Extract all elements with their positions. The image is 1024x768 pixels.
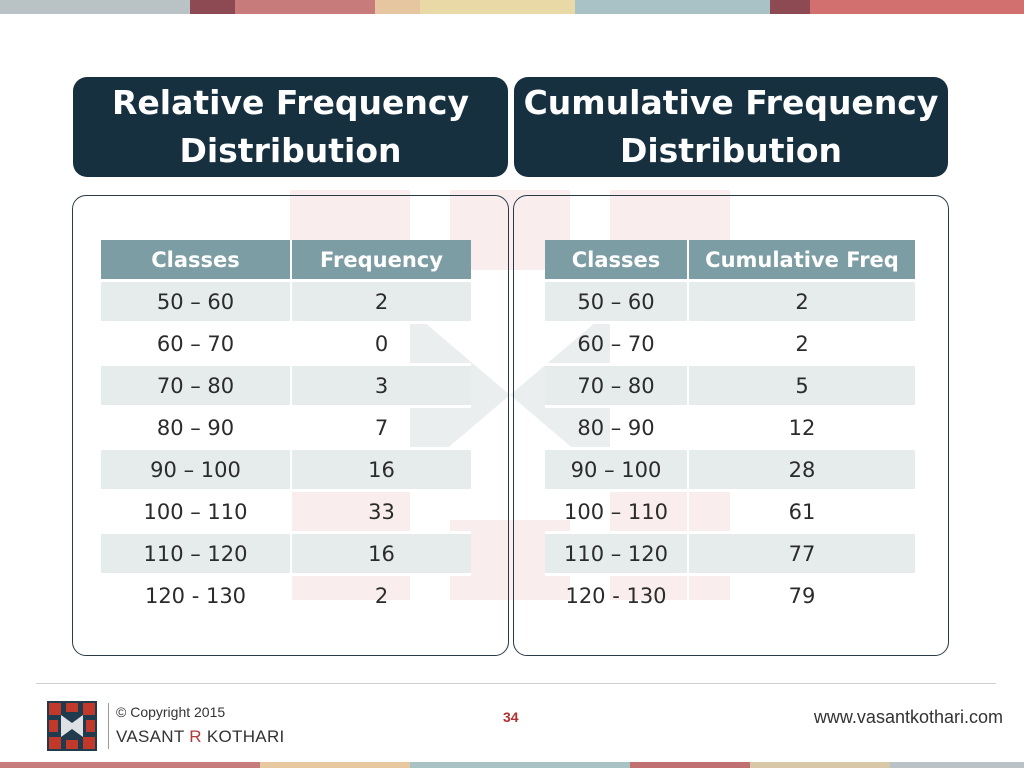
class-cell: 90 – 100 xyxy=(101,450,290,492)
column-header-cumulative-freq: Cumulative Freq xyxy=(687,240,915,282)
table-row: 80 – 90 7 xyxy=(101,408,471,450)
table-row: 70 – 80 5 xyxy=(545,366,915,408)
cumulative-cell: 77 xyxy=(687,534,915,576)
class-cell: 120 - 130 xyxy=(101,576,290,618)
website-link[interactable]: www.vasantkothari.com xyxy=(813,707,1003,727)
footer-separator xyxy=(108,703,109,749)
frequency-cell: 3 xyxy=(290,366,471,408)
frequency-cell: 16 xyxy=(290,450,471,492)
class-cell: 110 – 120 xyxy=(101,534,290,576)
class-cell: 60 – 70 xyxy=(545,324,687,366)
class-cell: 90 – 100 xyxy=(545,450,687,492)
class-cell: 70 – 80 xyxy=(101,366,290,408)
table-header-row: Classes Frequency xyxy=(101,240,471,282)
column-header-classes: Classes xyxy=(545,240,687,282)
author-initial: R xyxy=(189,727,202,746)
frequency-cell: 33 xyxy=(290,492,471,534)
table-row: 100 – 110 61 xyxy=(545,492,915,534)
author-last: KOTHARI xyxy=(201,727,285,746)
relative-title-line2: Distribution xyxy=(179,131,402,170)
column-header-frequency: Frequency xyxy=(290,240,471,282)
class-cell: 60 – 70 xyxy=(101,324,290,366)
page-number: 34 xyxy=(503,709,519,725)
relative-frequency-title: Relative Frequency Distribution xyxy=(73,77,508,177)
cumulative-frequency-table: Classes Cumulative Freq 50 – 60 2 60 – 70… xyxy=(545,240,915,618)
class-cell: 80 – 90 xyxy=(101,408,290,450)
column-header-classes: Classes xyxy=(101,240,290,282)
frequency-cell: 0 xyxy=(290,324,471,366)
frequency-cell: 7 xyxy=(290,408,471,450)
table-row: 50 – 60 2 xyxy=(545,282,915,324)
table-row: 120 - 130 79 xyxy=(545,576,915,618)
cumulative-frequency-title: Cumulative Frequency Distribution xyxy=(514,77,948,177)
copyright-text: © Copyright 2015 xyxy=(116,704,226,720)
class-cell: 120 - 130 xyxy=(545,576,687,618)
frequency-cell: 2 xyxy=(290,576,471,618)
vk-logo-icon xyxy=(47,701,97,751)
frequency-cell: 2 xyxy=(290,282,471,324)
author-first: VASANT xyxy=(116,727,190,746)
table-row: 80 – 90 12 xyxy=(545,408,915,450)
table-row: 60 – 70 2 xyxy=(545,324,915,366)
top-stripe xyxy=(0,0,1024,14)
cumulative-cell: 61 xyxy=(687,492,915,534)
class-cell: 50 – 60 xyxy=(545,282,687,324)
footer-divider xyxy=(36,683,996,684)
cumulative-cell: 12 xyxy=(687,408,915,450)
watermark-logo-icon xyxy=(290,190,730,600)
table-row: 70 – 80 3 xyxy=(101,366,471,408)
frequency-cell: 16 xyxy=(290,534,471,576)
table-row: 90 – 100 16 xyxy=(101,450,471,492)
cumulative-title-line1: Cumulative Frequency xyxy=(523,83,939,122)
cumulative-frequency-panel xyxy=(513,195,949,656)
class-cell: 100 – 110 xyxy=(545,492,687,534)
table-row: 120 - 130 2 xyxy=(101,576,471,618)
table-row: 100 – 110 33 xyxy=(101,492,471,534)
table-header-row: Classes Cumulative Freq xyxy=(545,240,915,282)
table-row: 110 – 120 77 xyxy=(545,534,915,576)
cumulative-cell: 28 xyxy=(687,450,915,492)
cumulative-cell: 79 xyxy=(687,576,915,618)
cumulative-cell: 2 xyxy=(687,282,915,324)
relative-title-line1: Relative Frequency xyxy=(112,83,469,122)
table-row: 50 – 60 2 xyxy=(101,282,471,324)
class-cell: 50 – 60 xyxy=(101,282,290,324)
cumulative-cell: 2 xyxy=(687,324,915,366)
table-row: 60 – 70 0 xyxy=(101,324,471,366)
cumulative-title-line2: Distribution xyxy=(619,131,843,170)
relative-frequency-panel xyxy=(72,195,509,656)
table-row: 90 – 100 28 xyxy=(545,450,915,492)
cumulative-cell: 5 xyxy=(687,366,915,408)
class-cell: 100 – 110 xyxy=(101,492,290,534)
class-cell: 70 – 80 xyxy=(545,366,687,408)
class-cell: 80 – 90 xyxy=(545,408,687,450)
table-row: 110 – 120 16 xyxy=(101,534,471,576)
class-cell: 110 – 120 xyxy=(545,534,687,576)
author-name: VASANT R KOTHARI xyxy=(116,727,285,747)
relative-frequency-table: Classes Frequency 50 – 60 2 60 – 70 0 70 –… xyxy=(101,240,471,618)
bottom-stripe xyxy=(0,762,1024,768)
